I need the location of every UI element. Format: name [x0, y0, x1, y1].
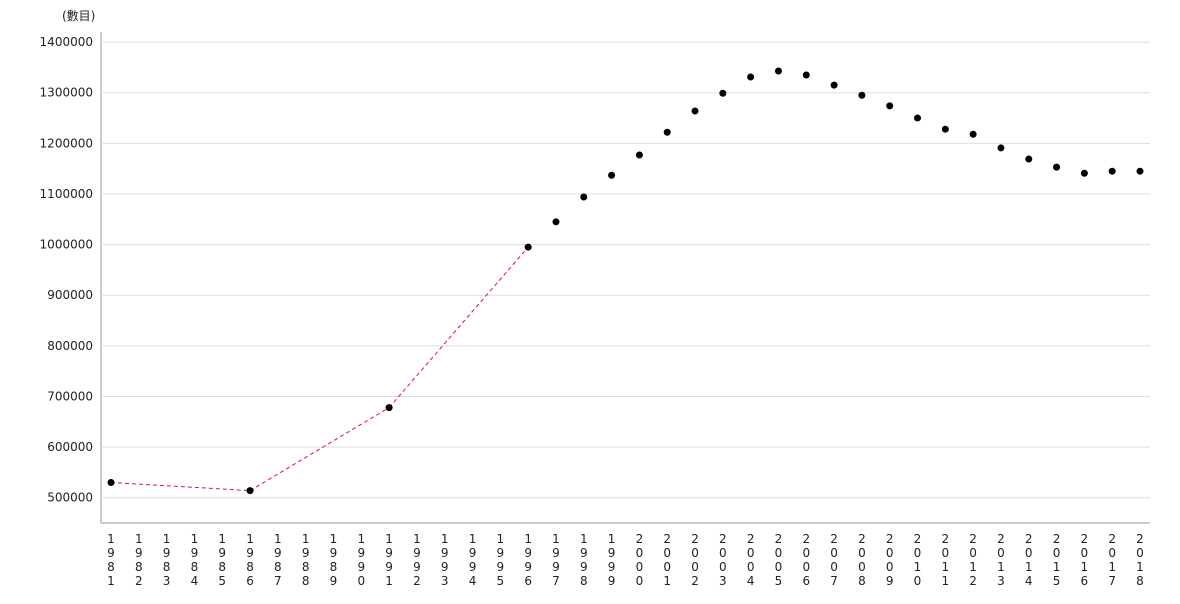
data-point — [1108, 167, 1116, 175]
gap-connector — [388, 246, 529, 408]
x-tick-label: 2004 — [744, 532, 758, 588]
x-tick-label: 2009 — [883, 532, 897, 588]
x-tick-label: 2017 — [1105, 532, 1119, 588]
x-tick-label: 2008 — [855, 532, 869, 588]
x-tick-label: 1990 — [354, 532, 368, 588]
x-tick-label: 1999 — [605, 532, 619, 588]
x-tick-label: 1998 — [577, 532, 591, 588]
data-point — [747, 73, 755, 81]
data-point — [1053, 163, 1061, 171]
x-tick-label: 1987 — [271, 532, 285, 588]
x-tick-label: 1986 — [243, 532, 257, 588]
data-point — [858, 91, 866, 99]
data-point — [246, 487, 254, 495]
x-tick-label: 2011 — [938, 532, 952, 588]
data-point — [941, 125, 949, 133]
data-point — [802, 71, 810, 79]
data-point — [886, 102, 894, 110]
data-point — [663, 128, 671, 136]
x-tick-label: 1994 — [466, 532, 480, 588]
data-point — [969, 130, 977, 138]
y-axis-label: (數目) — [62, 9, 95, 23]
x-tick-label: 1993 — [438, 532, 452, 588]
x-tick-label: 1995 — [493, 532, 507, 588]
y-tick-label: 1300000 — [40, 86, 93, 100]
y-tick-label: 1000000 — [40, 238, 93, 252]
data-point — [552, 218, 560, 226]
y-tick-label: 1100000 — [40, 187, 93, 201]
y-tick-label: 900000 — [47, 288, 93, 302]
x-tick-label: 2000 — [632, 532, 646, 588]
data-point — [997, 144, 1005, 152]
x-tick-label: 2007 — [827, 532, 841, 588]
data-point — [608, 171, 616, 179]
y-tick-label: 800000 — [47, 339, 93, 353]
x-tick-label: 1996 — [521, 532, 535, 588]
y-tick-label: 600000 — [47, 440, 93, 454]
gap-connector — [249, 407, 390, 492]
x-tick-label: 1985 — [215, 532, 229, 588]
data-point — [774, 67, 782, 75]
x-tick-label: 2018 — [1133, 532, 1147, 588]
x-tick-label: 2014 — [1022, 532, 1036, 588]
y-tick-label: 700000 — [47, 389, 93, 403]
x-tick-label: 1989 — [326, 532, 340, 588]
gap-connector — [110, 482, 251, 492]
x-tick-label: 2003 — [716, 532, 730, 588]
y-tick-label: 1400000 — [40, 35, 93, 49]
x-tick-label: 1981 — [104, 532, 118, 588]
x-tick-label: 2002 — [688, 532, 702, 588]
x-tick-label: 2001 — [660, 532, 674, 588]
data-point — [1025, 155, 1033, 163]
x-tick-label: 2015 — [1050, 532, 1064, 588]
x-tick-label: 2016 — [1077, 532, 1091, 588]
x-tick-label: 1983 — [160, 532, 174, 588]
data-point — [1080, 169, 1088, 177]
x-tick-label: 2012 — [966, 532, 980, 588]
data-point — [580, 193, 588, 201]
x-tick-label: 1982 — [132, 532, 146, 588]
x-tick-label: 2010 — [911, 532, 925, 588]
x-tick-label: 1997 — [549, 532, 563, 588]
y-tick-label: 500000 — [47, 491, 93, 505]
x-tick-label: 1988 — [299, 532, 313, 588]
data-point — [1136, 167, 1144, 175]
x-tick-label: 1984 — [187, 532, 201, 588]
data-point — [830, 81, 838, 89]
data-point — [107, 479, 115, 487]
data-point — [719, 89, 727, 97]
data-point — [635, 151, 643, 159]
data-point — [524, 243, 532, 251]
y-tick-label: 1200000 — [40, 136, 93, 150]
x-tick-label: 2006 — [799, 532, 813, 588]
data-point — [385, 404, 393, 412]
x-tick-label: 1991 — [382, 532, 396, 588]
x-tick-label: 2005 — [771, 532, 785, 588]
data-point — [914, 114, 922, 122]
x-tick-label: 2013 — [994, 532, 1008, 588]
data-point — [691, 107, 699, 115]
x-tick-label: 1992 — [410, 532, 424, 588]
